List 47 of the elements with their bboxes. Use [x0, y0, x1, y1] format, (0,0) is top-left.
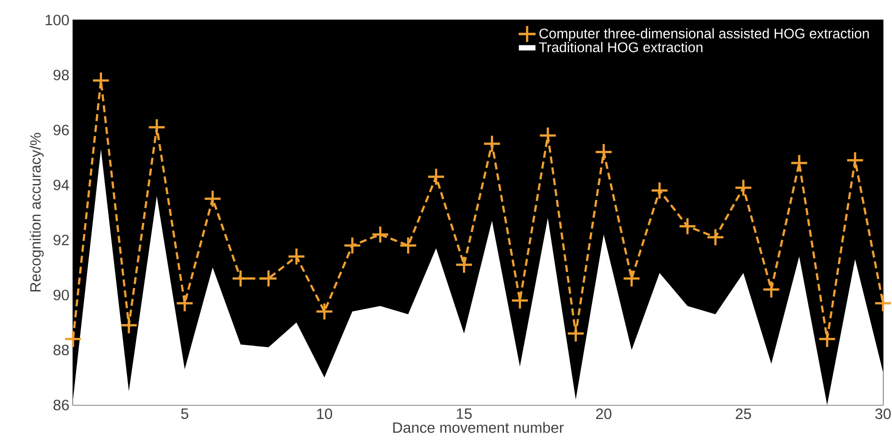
x-axis-title: Dance movement number: [393, 422, 564, 433]
y-tick-label: 88: [54, 344, 69, 356]
point: [454, 256, 474, 274]
point: [232, 269, 250, 288]
point: [874, 294, 892, 312]
y-tick-label: 90: [54, 290, 69, 300]
point: [538, 126, 557, 145]
y-tick-label: 100: [46, 14, 69, 26]
point: [650, 181, 669, 200]
x-tick-label: 15: [456, 408, 472, 419]
x-tick-label: 20: [596, 408, 612, 420]
legend-label: Traditional HOG extraction: [539, 42, 702, 52]
point: [594, 142, 613, 162]
point: [176, 294, 194, 312]
point: [762, 280, 780, 299]
point: [678, 217, 697, 236]
point: [510, 291, 529, 310]
y-tick-label: 86: [54, 400, 69, 410]
point: [120, 316, 138, 334]
y-axis-title: Recognition accuracy/%: [30, 132, 44, 292]
point: [204, 190, 222, 208]
point: [790, 154, 808, 172]
x-tick-label: 30: [875, 408, 891, 420]
point: [315, 302, 334, 321]
point: [818, 330, 836, 348]
point: [427, 168, 446, 186]
point: [706, 228, 724, 246]
point: [734, 178, 752, 197]
point: [482, 134, 502, 153]
point: [399, 236, 418, 255]
point: [92, 71, 110, 90]
y-tick-label: 94: [54, 180, 70, 190]
x-tick-label: 5: [181, 408, 188, 419]
point: [287, 247, 306, 266]
point: [622, 269, 641, 288]
point: [148, 118, 166, 136]
x-tick-label: 25: [736, 408, 752, 420]
point: [371, 225, 390, 244]
y-tick-label: 96: [54, 124, 69, 136]
point: [259, 269, 278, 288]
y-tick-label: 98: [54, 70, 69, 80]
x-tick-label: 10: [317, 408, 332, 420]
legend-label: Computer three-dimensional assisted HOG extraction: [539, 28, 869, 42]
point: [566, 324, 585, 343]
point: [343, 236, 362, 255]
y-tick-label: 92: [54, 234, 69, 246]
point: [846, 151, 864, 170]
